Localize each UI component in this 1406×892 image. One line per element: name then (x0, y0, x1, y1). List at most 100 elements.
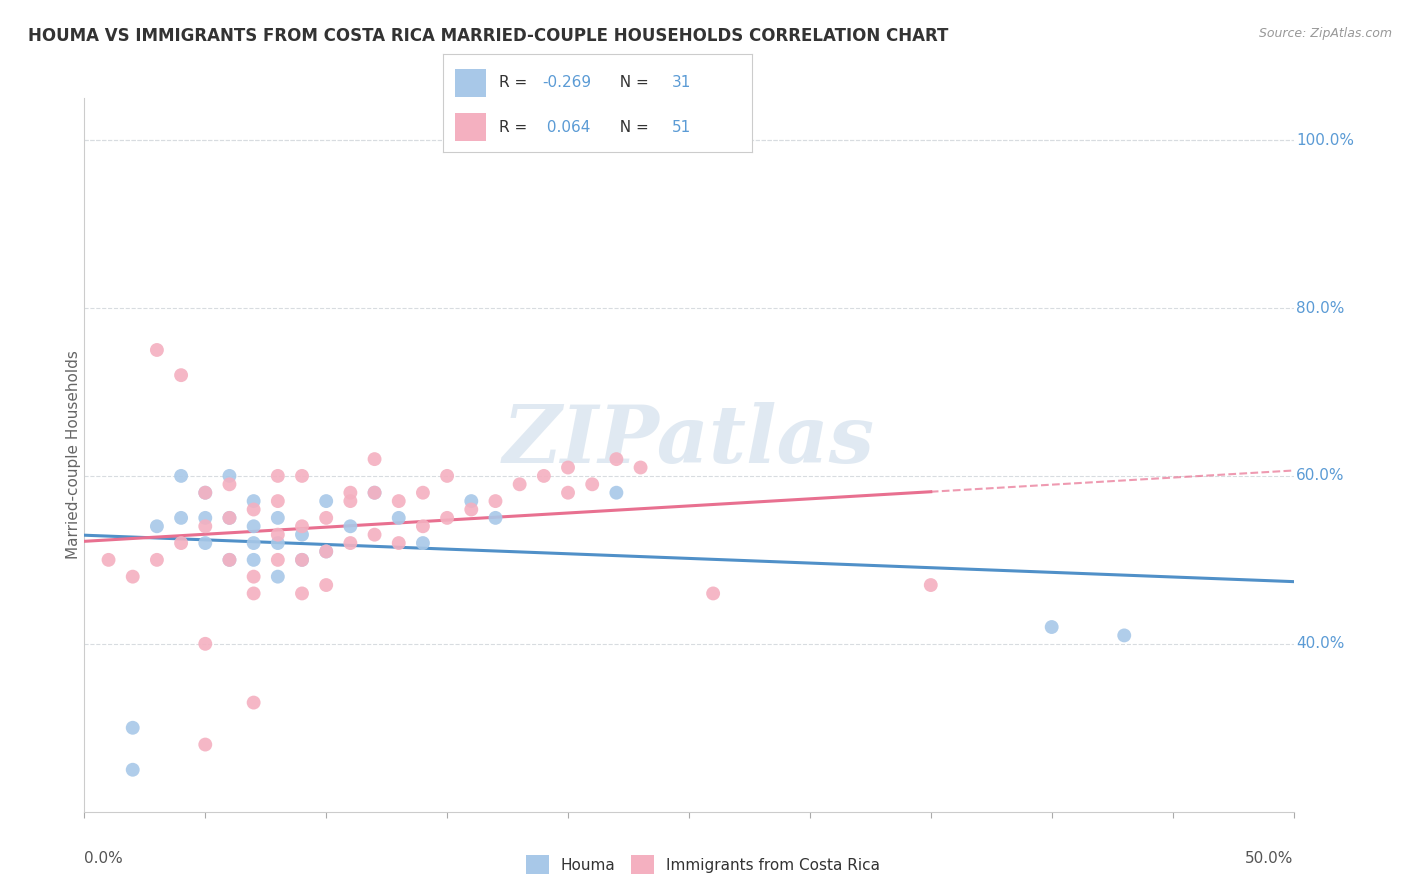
Point (315, 494, 337, 508)
Point (509, 477, 531, 491)
Point (339, 494, 361, 508)
Point (388, 494, 411, 508)
Point (920, 578, 942, 592)
Text: -0.269: -0.269 (541, 76, 591, 90)
Point (484, 494, 506, 508)
Point (242, 536, 264, 550)
Point (218, 553, 240, 567)
Point (170, 469, 193, 483)
Point (702, 586, 724, 600)
Point (121, 763, 143, 777)
Point (363, 527, 385, 541)
Point (242, 569, 264, 583)
Point (363, 485, 385, 500)
Point (218, 511, 240, 525)
Text: R =: R = (499, 120, 531, 135)
Point (388, 536, 411, 550)
Bar (456, 70, 486, 96)
Point (533, 469, 555, 483)
Point (267, 553, 290, 567)
Point (242, 519, 264, 533)
Point (460, 494, 482, 508)
Point (97, 553, 120, 567)
Point (194, 511, 217, 525)
Point (1040, 620, 1063, 634)
Text: 80.0%: 80.0% (1296, 301, 1344, 316)
Point (170, 536, 193, 550)
Point (194, 637, 217, 651)
Point (267, 527, 290, 541)
Point (242, 696, 264, 710)
Bar (456, 113, 486, 141)
Point (267, 494, 290, 508)
Point (484, 511, 506, 525)
Point (194, 738, 217, 752)
Point (436, 511, 458, 525)
Text: R =: R = (499, 76, 531, 90)
Point (339, 485, 361, 500)
Point (218, 477, 240, 491)
Point (267, 511, 290, 525)
Text: 100.0%: 100.0% (1296, 133, 1354, 147)
Text: N =: N = (610, 76, 654, 90)
Point (291, 527, 314, 541)
Point (581, 477, 603, 491)
Point (557, 460, 579, 475)
Point (315, 544, 337, 558)
Point (412, 536, 434, 550)
Point (557, 485, 579, 500)
Point (146, 553, 169, 567)
Text: N =: N = (610, 120, 654, 135)
Point (242, 553, 264, 567)
Text: 31: 31 (672, 76, 692, 90)
Point (605, 485, 627, 500)
Point (605, 452, 627, 467)
Point (267, 569, 290, 583)
Point (146, 343, 169, 357)
Point (267, 536, 290, 550)
Point (363, 452, 385, 467)
Point (460, 502, 482, 516)
Point (194, 485, 217, 500)
Point (218, 553, 240, 567)
Text: 0.064: 0.064 (541, 120, 591, 135)
Text: 60.0%: 60.0% (1296, 468, 1344, 483)
Point (315, 511, 337, 525)
Text: 50.0%: 50.0% (1246, 851, 1294, 866)
Point (194, 485, 217, 500)
Text: 40.0%: 40.0% (1296, 636, 1344, 651)
Point (242, 494, 264, 508)
Point (291, 586, 314, 600)
Y-axis label: Married-couple Households: Married-couple Households (66, 351, 80, 559)
Point (412, 485, 434, 500)
Point (194, 536, 217, 550)
Point (388, 511, 411, 525)
Point (363, 485, 385, 500)
Text: 51: 51 (672, 120, 690, 135)
Point (315, 544, 337, 558)
Point (291, 553, 314, 567)
Text: ZIPatlas: ZIPatlas (503, 402, 875, 479)
Point (242, 502, 264, 516)
Point (315, 578, 337, 592)
Point (436, 469, 458, 483)
Point (170, 511, 193, 525)
Point (339, 536, 361, 550)
Point (146, 519, 169, 533)
Text: 0.0%: 0.0% (84, 851, 124, 866)
Point (267, 469, 290, 483)
Point (218, 511, 240, 525)
Point (291, 519, 314, 533)
Point (291, 469, 314, 483)
Legend: Houma, Immigrants from Costa Rica: Houma, Immigrants from Costa Rica (520, 849, 886, 880)
Point (242, 586, 264, 600)
Point (630, 460, 652, 475)
Point (339, 519, 361, 533)
Point (412, 519, 434, 533)
Point (218, 469, 240, 483)
Text: Source: ZipAtlas.com: Source: ZipAtlas.com (1258, 27, 1392, 40)
Point (194, 519, 217, 533)
Point (291, 553, 314, 567)
Point (1114, 628, 1136, 642)
Point (121, 721, 143, 735)
